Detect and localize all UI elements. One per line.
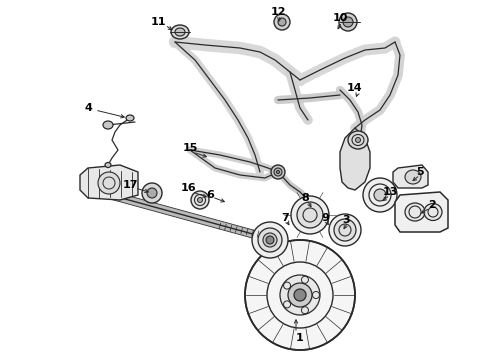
- Ellipse shape: [276, 171, 279, 174]
- Polygon shape: [393, 165, 428, 188]
- Circle shape: [280, 275, 320, 315]
- Ellipse shape: [329, 214, 361, 246]
- Text: 8: 8: [301, 193, 309, 203]
- Circle shape: [274, 14, 290, 30]
- Ellipse shape: [374, 189, 386, 201]
- Text: 12: 12: [270, 7, 286, 17]
- Text: 13: 13: [382, 187, 398, 197]
- Text: 6: 6: [206, 190, 214, 200]
- Ellipse shape: [348, 131, 368, 149]
- Ellipse shape: [363, 178, 397, 212]
- Circle shape: [288, 283, 312, 307]
- Ellipse shape: [98, 172, 120, 194]
- Text: 17: 17: [122, 180, 138, 190]
- Ellipse shape: [405, 203, 425, 221]
- Text: 9: 9: [321, 213, 329, 223]
- Ellipse shape: [197, 198, 202, 202]
- Ellipse shape: [171, 25, 189, 39]
- Ellipse shape: [274, 168, 282, 176]
- Ellipse shape: [356, 138, 361, 143]
- Text: 10: 10: [332, 13, 348, 23]
- Ellipse shape: [263, 233, 277, 247]
- Circle shape: [266, 236, 274, 244]
- Text: 11: 11: [150, 17, 166, 27]
- Circle shape: [142, 183, 162, 203]
- Text: 16: 16: [180, 183, 196, 193]
- Polygon shape: [80, 165, 138, 200]
- Text: 4: 4: [84, 103, 92, 113]
- Ellipse shape: [105, 162, 111, 167]
- Text: 7: 7: [281, 213, 289, 223]
- Text: 1: 1: [296, 333, 304, 343]
- Text: 2: 2: [428, 200, 436, 210]
- Circle shape: [278, 18, 286, 26]
- Ellipse shape: [334, 219, 356, 241]
- Circle shape: [339, 13, 357, 31]
- Ellipse shape: [297, 202, 323, 228]
- Text: 15: 15: [182, 143, 197, 153]
- Ellipse shape: [424, 203, 442, 220]
- Polygon shape: [395, 192, 448, 232]
- Text: 3: 3: [342, 215, 350, 225]
- Ellipse shape: [126, 115, 134, 121]
- Ellipse shape: [271, 165, 285, 179]
- Ellipse shape: [175, 28, 185, 36]
- Ellipse shape: [103, 121, 113, 129]
- Ellipse shape: [291, 196, 329, 234]
- Circle shape: [294, 289, 306, 301]
- Polygon shape: [340, 128, 370, 190]
- Circle shape: [245, 240, 355, 350]
- Circle shape: [343, 17, 353, 27]
- Ellipse shape: [258, 228, 282, 252]
- Circle shape: [147, 188, 157, 198]
- Text: 14: 14: [347, 83, 363, 93]
- Ellipse shape: [191, 191, 209, 209]
- Ellipse shape: [405, 170, 421, 184]
- Ellipse shape: [252, 222, 288, 258]
- Text: 5: 5: [416, 167, 424, 177]
